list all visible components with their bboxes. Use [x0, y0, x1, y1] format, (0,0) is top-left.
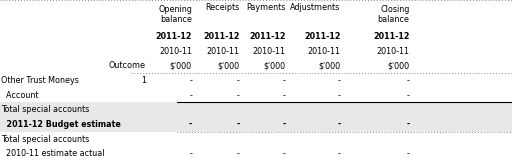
- Text: -: -: [407, 120, 410, 129]
- Text: $'000: $'000: [318, 61, 340, 70]
- Text: 2011-12: 2011-12: [373, 32, 410, 41]
- Text: -: -: [283, 149, 286, 158]
- Text: -: -: [337, 76, 340, 85]
- Text: -: -: [189, 91, 192, 100]
- Text: $'000: $'000: [264, 61, 286, 70]
- Text: -: -: [407, 76, 410, 85]
- Text: $'000: $'000: [218, 61, 240, 70]
- Text: -: -: [189, 120, 192, 129]
- Text: Outcome: Outcome: [109, 61, 146, 70]
- Text: 2011-12: 2011-12: [203, 32, 240, 41]
- Text: -: -: [407, 149, 410, 158]
- Text: 2011-12: 2011-12: [156, 32, 192, 41]
- Text: Total special accounts: Total special accounts: [1, 105, 89, 114]
- Text: -: -: [189, 76, 192, 85]
- Text: -: -: [337, 120, 340, 129]
- Text: -: -: [237, 91, 240, 100]
- Text: $'000: $'000: [388, 61, 410, 70]
- Text: 2010-11: 2010-11: [308, 47, 340, 56]
- Bar: [0, 117, 512, 132]
- Text: Adjustments: Adjustments: [290, 3, 340, 12]
- Text: Account: Account: [1, 91, 38, 100]
- Text: -: -: [189, 149, 192, 158]
- Text: Other Trust Moneys: Other Trust Moneys: [1, 76, 79, 85]
- Text: Closing
balance: Closing balance: [378, 5, 410, 24]
- Text: -: -: [407, 91, 410, 100]
- Text: -: -: [237, 149, 240, 158]
- Text: 2010-11: 2010-11: [159, 47, 192, 56]
- Text: 1: 1: [141, 76, 146, 85]
- Text: Payments: Payments: [246, 3, 286, 12]
- Text: -: -: [283, 76, 286, 85]
- Text: -: -: [283, 120, 286, 129]
- Text: 2010-11: 2010-11: [253, 47, 286, 56]
- Text: $'000: $'000: [170, 61, 192, 70]
- Text: -: -: [283, 91, 286, 100]
- Text: -: -: [237, 76, 240, 85]
- Text: -: -: [337, 91, 340, 100]
- Text: Opening
balance: Opening balance: [158, 5, 192, 24]
- Text: 2010-11: 2010-11: [207, 47, 240, 56]
- Text: -: -: [237, 120, 240, 129]
- Text: 2011-12: 2011-12: [249, 32, 286, 41]
- Bar: [0, 102, 512, 117]
- Text: 2011-12: 2011-12: [304, 32, 340, 41]
- Text: Total special accounts: Total special accounts: [1, 135, 89, 144]
- Text: 2010-11: 2010-11: [377, 47, 410, 56]
- Text: 2010-11 estimate actual: 2010-11 estimate actual: [1, 149, 104, 158]
- Text: Receipts: Receipts: [205, 3, 240, 12]
- Text: 2011-12 Budget estimate: 2011-12 Budget estimate: [1, 120, 121, 129]
- Text: -: -: [337, 149, 340, 158]
